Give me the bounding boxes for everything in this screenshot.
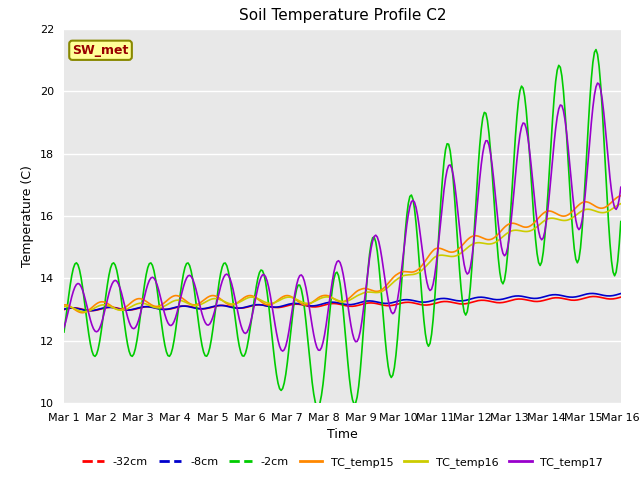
Title: Soil Temperature Profile C2: Soil Temperature Profile C2: [239, 9, 446, 24]
X-axis label: Time: Time: [327, 429, 358, 442]
Text: SW_met: SW_met: [72, 44, 129, 57]
Legend: -32cm, -8cm, -2cm, TC_temp15, TC_temp16, TC_temp17: -32cm, -8cm, -2cm, TC_temp15, TC_temp16,…: [77, 453, 607, 472]
Y-axis label: Temperature (C): Temperature (C): [22, 165, 35, 267]
